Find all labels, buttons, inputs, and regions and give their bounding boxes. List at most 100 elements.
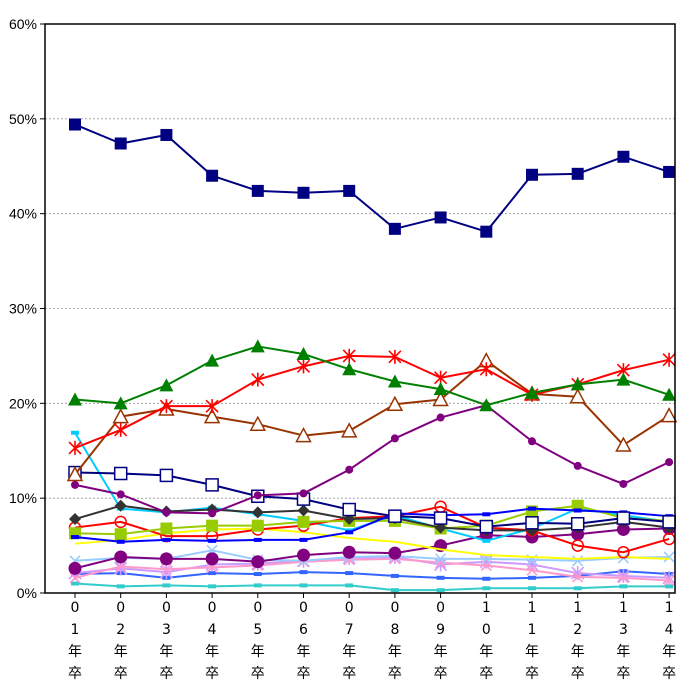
data-point	[162, 583, 171, 588]
data-point	[250, 339, 265, 353]
data-point	[112, 408, 129, 424]
data-point	[342, 348, 356, 363]
series-group	[66, 118, 678, 593]
data-point	[525, 530, 539, 544]
data-point	[616, 568, 630, 583]
data-point	[159, 552, 173, 566]
series-line	[74, 504, 670, 532]
series-12	[74, 527, 670, 560]
data-point	[253, 491, 262, 500]
data-point	[159, 378, 174, 392]
data-point	[528, 437, 536, 446]
data-point	[434, 211, 447, 224]
data-point	[388, 546, 402, 560]
data-point	[206, 169, 219, 182]
data-point	[663, 165, 676, 178]
data-point	[71, 535, 79, 540]
data-point	[345, 465, 354, 474]
data-point	[573, 508, 582, 513]
y-tick-label: 30%	[9, 301, 37, 317]
data-point	[660, 407, 678, 423]
x-axis: 0 1 年卒 0 2 年卒 0 3 年卒 0 4 年卒 0 5 年卒 0 6 年卒 0 7 年卒 0 8 年卒 0 9 年卒 1 0 年卒…	[68, 593, 676, 682]
data-point	[436, 413, 445, 422]
x-tick-label: 1 4 年卒	[662, 600, 676, 682]
data-point	[71, 430, 79, 435]
y-tick-label: 40%	[9, 206, 37, 222]
data-point	[203, 408, 221, 424]
x-tick-label: 0 1 年卒	[68, 600, 82, 682]
data-point	[662, 387, 677, 401]
data-point	[160, 563, 172, 575]
series-2	[68, 339, 677, 412]
x-tick-label: 0 3 年卒	[159, 600, 173, 682]
data-point	[208, 571, 217, 576]
data-point	[571, 527, 585, 541]
data-point	[573, 586, 582, 591]
data-point	[297, 515, 310, 528]
data-point	[296, 347, 311, 361]
data-point	[205, 399, 219, 414]
data-point	[296, 359, 311, 374]
data-point	[525, 516, 539, 530]
data-point	[159, 468, 174, 483]
data-point	[295, 426, 312, 443]
data-point	[251, 555, 265, 569]
data-point	[482, 512, 491, 517]
series-line	[74, 549, 670, 562]
x-tick-label: 0 4 年卒	[205, 600, 219, 682]
data-point	[113, 466, 128, 481]
x-tick-label: 1 2 年卒	[571, 600, 585, 682]
data-point	[390, 573, 399, 578]
series-line	[74, 471, 670, 528]
x-tick-label: 0 7 年卒	[342, 600, 356, 682]
y-tick-label: 60%	[9, 16, 37, 32]
data-point	[616, 511, 631, 525]
x-tick-label: 0 6 年卒	[297, 600, 311, 682]
y-tick-label: 0%	[17, 585, 37, 601]
data-point	[617, 150, 630, 163]
data-point	[432, 390, 449, 407]
data-point	[297, 504, 310, 517]
data-point	[297, 548, 310, 562]
data-point	[662, 570, 676, 585]
x-tick-label: 0 8 年卒	[388, 600, 402, 682]
series-line	[74, 527, 670, 570]
y-tick-label: 50%	[9, 111, 37, 127]
data-point	[114, 561, 128, 576]
data-point	[526, 168, 538, 181]
data-point	[619, 584, 628, 589]
x-tick-label: 0 2 年卒	[114, 600, 128, 682]
data-point	[665, 584, 674, 589]
data-point	[340, 422, 358, 438]
series-line	[74, 504, 670, 536]
data-point	[299, 570, 308, 575]
data-point	[433, 511, 448, 525]
data-point	[662, 515, 676, 529]
data-point	[162, 508, 171, 517]
data-point	[116, 490, 125, 499]
data-point	[160, 128, 173, 141]
data-point	[390, 588, 399, 593]
data-point	[342, 362, 357, 376]
data-point	[386, 395, 404, 412]
data-point	[68, 561, 82, 575]
data-point	[116, 539, 125, 544]
data-point	[665, 458, 674, 467]
data-point	[208, 509, 217, 518]
data-point	[69, 118, 81, 131]
series-line	[74, 527, 670, 560]
data-point	[114, 422, 128, 437]
data-point	[113, 396, 128, 410]
data-point	[615, 436, 632, 452]
data-point	[480, 225, 493, 238]
series-1	[69, 118, 676, 238]
data-point	[616, 372, 631, 386]
data-point	[71, 480, 79, 489]
data-point	[616, 522, 630, 536]
y-axis: 0% 10% 20% 30% 40% 50% 60%	[9, 16, 45, 601]
data-point	[114, 137, 127, 150]
data-point	[387, 374, 402, 388]
data-point	[479, 519, 494, 534]
x-tick-label: 1 3 年卒	[616, 600, 630, 682]
data-point	[569, 388, 586, 404]
